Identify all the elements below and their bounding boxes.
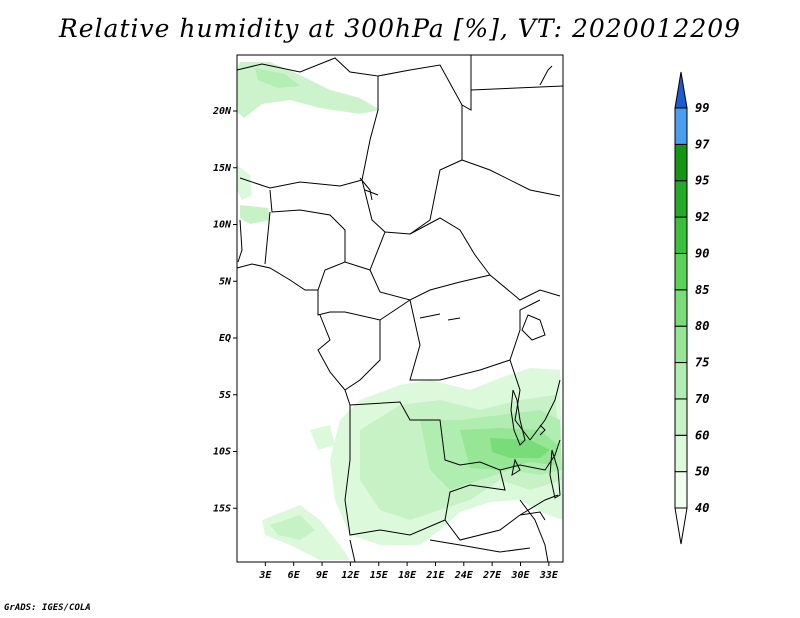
lat-tick-label: 15S <box>213 503 231 514</box>
lat-tick-label: 5N <box>219 276 232 287</box>
lon-tick-label: 3E <box>258 570 272 581</box>
colorbar-swatch <box>674 362 688 400</box>
colorbar-swatch <box>674 398 688 436</box>
lon-tick-label: 9E <box>316 570 329 581</box>
colorbar-swatch <box>674 325 688 364</box>
colorbar-swatch <box>674 216 688 254</box>
colorbar-label: 50 <box>695 465 709 479</box>
lon-tick-label: 27E <box>482 570 502 581</box>
colorbar-label: 92 <box>695 210 709 224</box>
colorbar-label: 99 <box>695 101 709 115</box>
colorbar-label: 60 <box>695 428 709 442</box>
lon-tick-label: 30E <box>510 570 530 581</box>
lat-tick-label: 10S <box>213 447 231 458</box>
lon-tick-label: 33E <box>539 570 559 581</box>
colorbar-label: 75 <box>695 356 709 370</box>
colorbar-low-triangle <box>674 507 688 545</box>
humidity-shading <box>237 62 563 560</box>
colorbar-high-triangle <box>674 71 688 109</box>
grads-credit: GrADS: IGES/COLA <box>4 603 91 613</box>
map-frame <box>236 54 564 563</box>
lat-tick-label: 5S <box>219 390 231 401</box>
colorbar-swatch <box>674 252 688 291</box>
lon-tick-label: 12E <box>341 570 360 581</box>
colorbar-label: 97 <box>695 137 710 151</box>
colorbar-swatch <box>674 289 688 327</box>
colorbar-swatch <box>674 107 688 145</box>
lat-tick-label: 15N <box>213 163 232 174</box>
colorbar-label: 40 <box>695 501 709 515</box>
lon-tick-label: 21E <box>425 570 445 581</box>
lat-tick-label: 20N <box>212 106 232 117</box>
colorbar-label: 95 <box>695 174 709 188</box>
colorbar-swatch <box>674 180 688 218</box>
colorbar-swatch <box>674 434 688 473</box>
colorbar-label: 80 <box>695 319 709 333</box>
lat-tick-label: 10N <box>213 220 232 231</box>
lon-tick-label: 6E <box>288 570 301 581</box>
colorbar-label: 70 <box>695 392 709 406</box>
country-boundaries <box>236 55 564 563</box>
lon-tick-label: 18E <box>398 570 417 581</box>
longitude-axis: 3E 6E 9E 12E 15E 18E 21E 24E 27E 30E 33E <box>258 562 559 581</box>
lon-tick-label: 24E <box>454 570 474 581</box>
latitude-axis: 20N 15N 10N 5N EQ 5S 10S 15S <box>212 106 237 514</box>
colorbar: 40 50 60 70 75 80 85 90 92 95 97 99 <box>674 71 710 545</box>
lat-tick-label: EQ <box>219 333 231 344</box>
map-title: Relative humidity at 300hPa [%], VT: 202… <box>58 14 742 43</box>
colorbar-label: 85 <box>695 283 709 297</box>
lon-tick-label: 15E <box>370 570 389 581</box>
colorbar-swatch <box>674 143 688 182</box>
colorbar-label: 90 <box>695 246 709 260</box>
colorbar-swatch <box>674 471 688 509</box>
